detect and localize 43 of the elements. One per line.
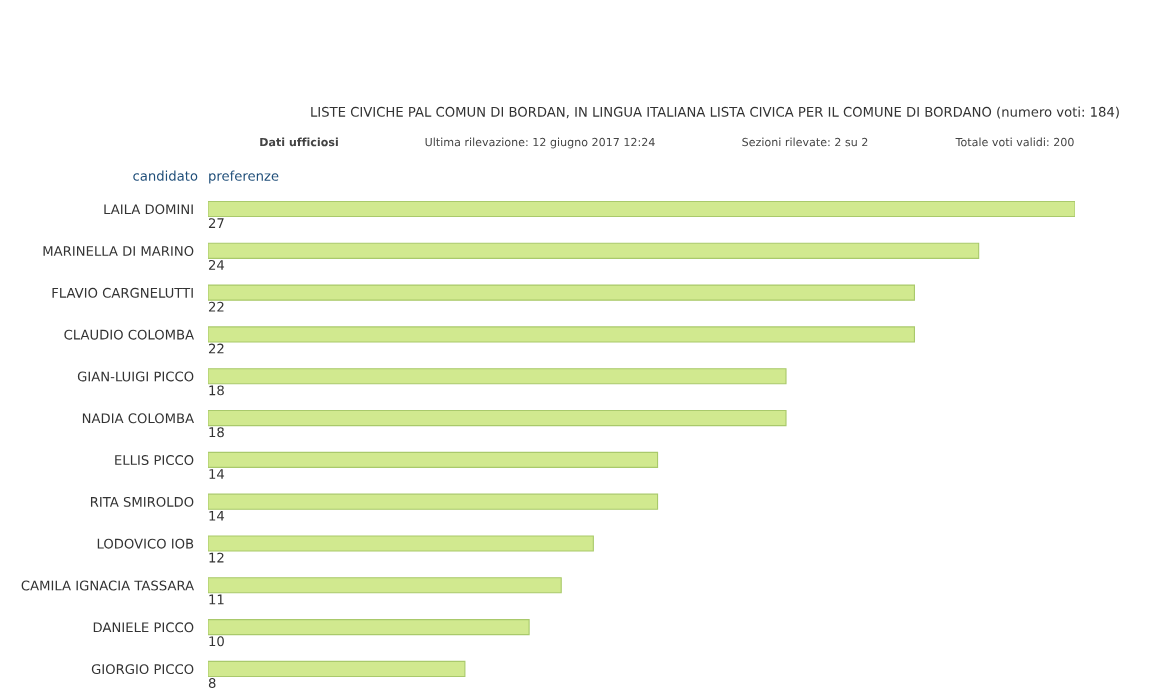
data-label: 24 xyxy=(208,259,225,270)
bar xyxy=(208,200,1075,218)
y-tick-label: GIORGIO PICCO xyxy=(91,664,194,675)
y-tick-label: FLAVIO CARGNELUTTI xyxy=(52,287,193,298)
data-label: 11 xyxy=(209,594,224,605)
bar xyxy=(208,577,562,594)
y-tick-label: RITA SMIROLDO xyxy=(90,496,194,507)
bar xyxy=(208,326,915,343)
bar xyxy=(208,619,530,636)
bar xyxy=(208,409,787,427)
y-axis-title: candidato xyxy=(133,170,198,181)
text: Ultima rilevazione: 12 giugno 2017 12:24 xyxy=(425,137,655,149)
y-tick-label: CLAUDIO COLOMBA xyxy=(64,329,194,340)
data-label: 14 xyxy=(209,469,225,479)
text: Sezioni rilevate: 2 su 2 xyxy=(742,137,868,147)
bar xyxy=(208,493,659,510)
data-label: 18 xyxy=(209,427,224,438)
y-tick-label: CAMILA IGNACIA TASSARA xyxy=(21,580,194,591)
bar xyxy=(208,451,659,468)
y-tick-label: DANIELE PICCO xyxy=(93,622,194,633)
data-label: 14 xyxy=(209,510,225,521)
bar xyxy=(208,535,594,552)
data-label: 27 xyxy=(208,218,224,228)
data-label: 12 xyxy=(209,552,224,563)
y-tick-label: MARINELLA DI MARINO xyxy=(43,246,194,257)
y-tick-label: NADIA COLOMBA xyxy=(82,413,194,424)
x-axis-title: preferenze xyxy=(209,170,279,184)
y-tick-label: ELLIS PICCO xyxy=(115,455,194,466)
data-label: 22 xyxy=(208,301,224,312)
bar xyxy=(208,660,466,677)
data-label: 10 xyxy=(209,636,224,647)
y-tick-label: GIAN-LUIGI PICCO xyxy=(77,371,194,382)
data-label: 22 xyxy=(208,343,224,354)
text: Totale voti validi: 200 xyxy=(955,137,1074,147)
data-label: 18 xyxy=(209,385,224,396)
bar xyxy=(208,368,787,385)
chart-title: LISTE CIVICHE PAL COMUN DI BORDAN, IN LINGUA ITALIANA LISTA CIVICA PER IL COMUNE DI BORDANO (numero voti: 184) xyxy=(311,106,1119,119)
y-tick-label: LODOVICO IOB xyxy=(97,538,194,549)
y-tick-label: LAILA DOMINI xyxy=(104,204,193,215)
data-label: 8 xyxy=(208,678,216,689)
bar xyxy=(208,284,915,301)
bar xyxy=(208,242,980,259)
text: Dati ufficiosi xyxy=(260,137,338,147)
